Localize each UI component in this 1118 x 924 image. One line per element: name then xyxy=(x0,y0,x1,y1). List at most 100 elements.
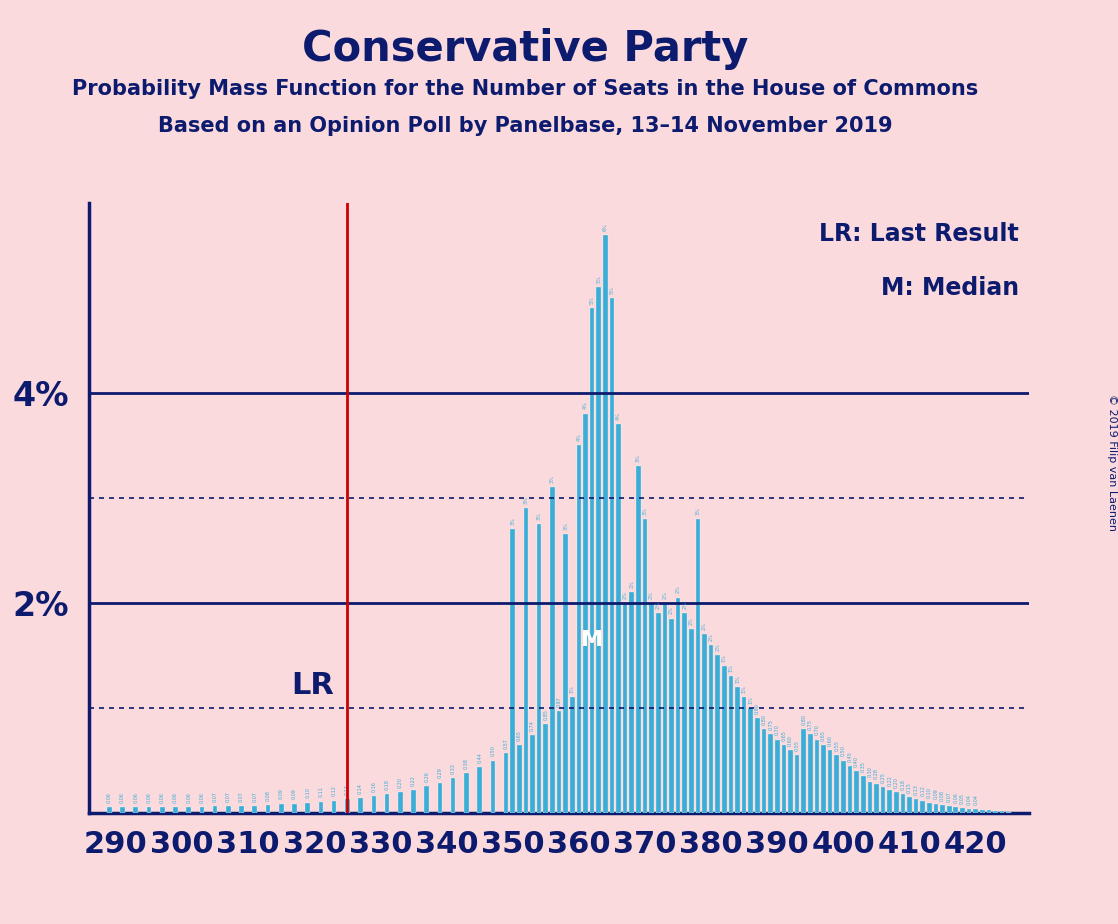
Bar xyxy=(907,797,912,813)
Bar xyxy=(477,767,482,813)
Bar xyxy=(332,800,337,813)
Bar xyxy=(1006,812,1011,813)
Text: 2%: 2% xyxy=(662,590,667,599)
Bar xyxy=(920,800,925,813)
Text: 5%: 5% xyxy=(609,286,615,294)
Text: 0.75: 0.75 xyxy=(768,719,774,730)
Bar xyxy=(716,655,720,813)
Text: 2%: 2% xyxy=(655,602,661,609)
Bar xyxy=(993,811,997,813)
Text: 0.44: 0.44 xyxy=(477,752,482,762)
Text: 5%: 5% xyxy=(589,297,595,304)
Bar xyxy=(861,776,865,813)
Bar xyxy=(729,676,733,813)
Text: 0.08: 0.08 xyxy=(265,790,271,800)
Bar xyxy=(940,805,945,813)
Text: 0.13: 0.13 xyxy=(913,784,919,796)
Text: 6%: 6% xyxy=(603,223,608,231)
Bar xyxy=(623,602,627,813)
Bar xyxy=(133,807,138,813)
Text: 0.06: 0.06 xyxy=(146,792,151,803)
Text: 0.10: 0.10 xyxy=(927,787,932,798)
Text: 0.55: 0.55 xyxy=(834,740,840,751)
Text: 0.10: 0.10 xyxy=(305,787,310,798)
Text: 0.20: 0.20 xyxy=(893,777,899,788)
Bar xyxy=(530,736,534,813)
Text: 0.13: 0.13 xyxy=(344,784,350,796)
Text: 2%: 2% xyxy=(629,580,634,588)
Text: 0.06: 0.06 xyxy=(107,792,112,803)
Bar xyxy=(675,598,681,813)
Bar xyxy=(868,782,872,813)
Text: 0.06: 0.06 xyxy=(173,792,178,803)
Text: Based on an Opinion Poll by Panelbase, 13–14 November 2019: Based on an Opinion Poll by Panelbase, 1… xyxy=(158,116,893,136)
Bar xyxy=(121,807,125,813)
Bar xyxy=(788,750,793,813)
Text: 0.09: 0.09 xyxy=(292,789,297,799)
Bar xyxy=(385,795,389,813)
Bar xyxy=(543,723,548,813)
Text: 0.38: 0.38 xyxy=(464,758,468,769)
Bar xyxy=(960,808,965,813)
Bar xyxy=(557,711,561,813)
Text: M: M xyxy=(581,630,603,650)
Bar xyxy=(702,635,707,813)
Text: 0.65: 0.65 xyxy=(821,730,826,740)
Bar xyxy=(523,508,528,813)
Bar xyxy=(802,729,806,813)
Bar xyxy=(689,629,693,813)
Text: 1%: 1% xyxy=(729,664,733,673)
Text: 0.06: 0.06 xyxy=(120,792,125,803)
Bar xyxy=(841,760,845,813)
Bar xyxy=(345,799,350,813)
Bar xyxy=(239,806,244,813)
Bar xyxy=(425,785,429,813)
Text: 0.08: 0.08 xyxy=(940,790,945,800)
Text: Conservative Party: Conservative Party xyxy=(302,28,749,69)
Bar xyxy=(974,808,978,813)
Text: 1%: 1% xyxy=(748,696,754,704)
Text: 0.20: 0.20 xyxy=(398,777,402,788)
Text: 1%: 1% xyxy=(741,686,747,693)
Bar xyxy=(319,801,323,813)
Bar xyxy=(768,735,773,813)
Bar xyxy=(913,799,919,813)
Bar xyxy=(511,529,515,813)
Bar xyxy=(173,807,178,813)
Bar xyxy=(187,807,191,813)
Bar xyxy=(748,708,754,813)
Text: 0.45: 0.45 xyxy=(847,750,853,761)
Text: 2%: 2% xyxy=(623,590,627,599)
Bar xyxy=(584,414,588,813)
Text: 2%: 2% xyxy=(716,643,720,651)
Text: 3%: 3% xyxy=(550,475,555,483)
Text: M: Median: M: Median xyxy=(881,276,1020,300)
Text: 2%: 2% xyxy=(709,633,713,640)
Bar xyxy=(537,524,541,813)
Bar xyxy=(550,487,555,813)
Bar xyxy=(874,784,879,813)
Bar xyxy=(570,698,575,813)
Text: 0.28: 0.28 xyxy=(874,769,879,780)
Bar xyxy=(967,808,972,813)
Text: 0.85: 0.85 xyxy=(543,709,548,720)
Bar xyxy=(682,614,686,813)
Text: 0.18: 0.18 xyxy=(900,779,906,790)
Bar xyxy=(650,602,654,813)
Text: 0.90: 0.90 xyxy=(755,703,760,714)
Text: 0.06: 0.06 xyxy=(160,792,164,803)
Bar xyxy=(894,792,899,813)
Text: 0.12: 0.12 xyxy=(920,785,926,796)
Text: 0.16: 0.16 xyxy=(371,781,377,792)
Text: 0.07: 0.07 xyxy=(253,791,257,801)
Text: 0.22: 0.22 xyxy=(411,775,416,785)
Bar xyxy=(980,810,985,813)
Bar xyxy=(795,755,799,813)
Text: 0.12: 0.12 xyxy=(332,785,337,796)
Bar xyxy=(398,792,402,813)
Bar xyxy=(437,783,443,813)
Bar xyxy=(636,466,641,813)
Text: 0.70: 0.70 xyxy=(775,724,779,736)
Text: 0.06: 0.06 xyxy=(954,792,958,803)
Bar xyxy=(292,804,296,813)
